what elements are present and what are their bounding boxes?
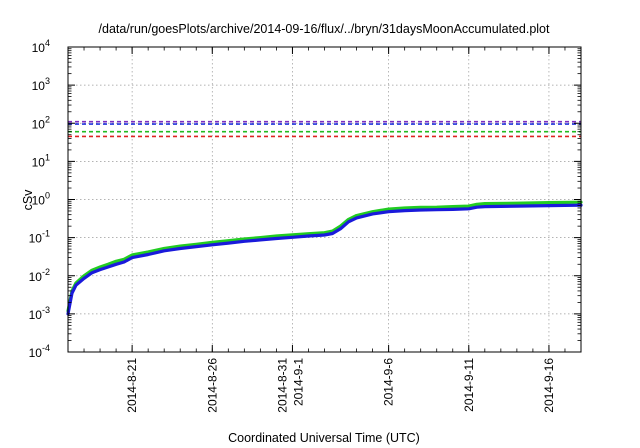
chart-title: /data/run/goesPlots/archive/2014-09-16/f… <box>99 22 550 36</box>
y-tick-label: 10-2 <box>29 267 50 284</box>
y-tick-label: 102 <box>32 114 50 131</box>
x-tick-label: 2014-9-16 <box>542 358 556 413</box>
y-tick-label: 101 <box>32 152 50 169</box>
tick-layer <box>67 46 582 353</box>
y-tick-label: 10-4 <box>29 343 50 360</box>
x-tick-sublabel: 2014-9-1 <box>291 358 305 406</box>
y-tick-label: 10-3 <box>29 305 50 322</box>
series-layer <box>66 200 583 316</box>
series-line <box>66 203 583 316</box>
x-axis-label: Coordinated Universal Time (UTC) <box>228 431 420 445</box>
x-tick-label: 2014-8-26 <box>205 358 219 413</box>
series-line <box>66 200 583 313</box>
x-tick-label: 2014-8-31 <box>275 358 289 413</box>
reference-lines <box>68 120 581 138</box>
y-tick-label: 104 <box>32 38 50 55</box>
x-tick-label: 2014-9-11 <box>462 358 476 412</box>
grid-layer <box>68 47 581 352</box>
y-axis-label: cSv <box>21 189 35 211</box>
y-tick-labels: 10-4 10-3 10-2 10-1 100 101 102 103 104 <box>29 38 50 360</box>
y-tick-label: 10-1 <box>29 229 50 246</box>
x-tick-label: 2014-9-6 <box>382 358 396 406</box>
x-tick-label: 2014-8-21 <box>125 358 139 413</box>
x-tick-labels: 2014-8-21 2014-8-26 2014-8-31 2014-9-1 2014-… <box>125 358 556 413</box>
y-tick-label: 100 <box>32 191 50 208</box>
y-tick-label: 103 <box>32 76 50 93</box>
